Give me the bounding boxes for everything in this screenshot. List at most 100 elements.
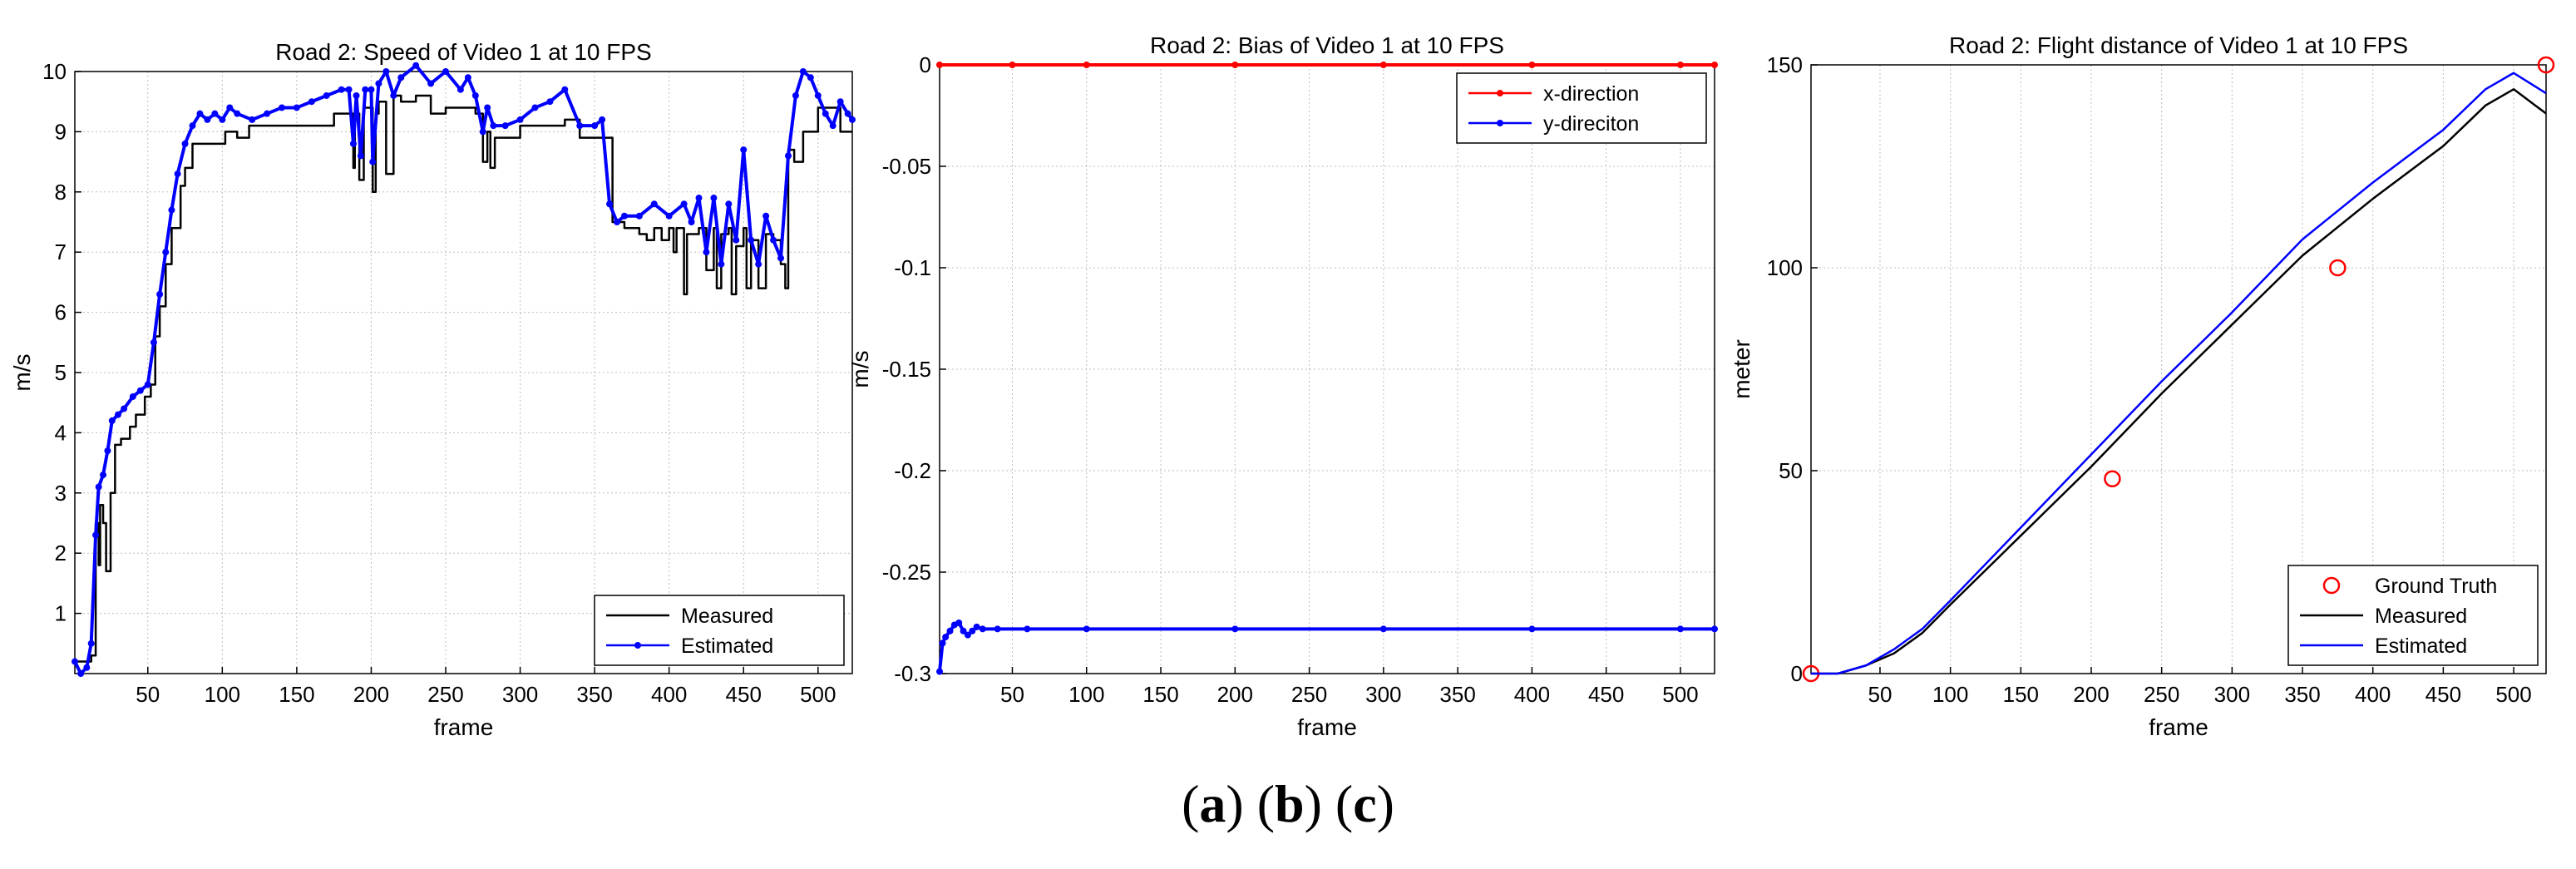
data-point-estimated — [718, 260, 725, 268]
data-point-y-direciton — [939, 639, 946, 647]
legend-marker-y-direciton — [1497, 120, 1503, 126]
data-point-x-direction — [1009, 62, 1016, 68]
legend-label-y-direciton: y-direciton — [1543, 112, 1639, 136]
data-point-y-direciton — [994, 625, 1001, 633]
data-point-estimated — [278, 104, 285, 111]
data-point-estimated — [849, 116, 856, 123]
y-tick-label: -0.3 — [894, 661, 931, 686]
data-point-estimated — [375, 80, 382, 87]
x-tick-label: 250 — [427, 682, 463, 707]
x-tick-label: 250 — [2144, 682, 2179, 707]
data-point-estimated — [204, 116, 211, 123]
legend-label-x-direction: x-direction — [1543, 82, 1639, 106]
legend-label-measured: Measured — [681, 605, 773, 628]
data-point-estimated — [829, 122, 836, 130]
data-point-estimated — [390, 91, 397, 99]
data-point-estimated — [620, 212, 628, 220]
data-point-estimated — [174, 170, 181, 178]
data-point-estimated — [755, 260, 762, 268]
x-tick-label: 300 — [2214, 682, 2250, 707]
x-tick-label: 50 — [136, 682, 160, 707]
data-point-x-direction — [1379, 62, 1387, 68]
data-point-ground-truth — [2537, 56, 2555, 74]
data-point-estimated — [546, 98, 554, 106]
figure-caption: (a) (b) (c) — [1182, 774, 1394, 833]
data-point-estimated — [369, 158, 377, 165]
y-tick-label: 0 — [1791, 661, 1803, 686]
data-point-estimated — [293, 104, 300, 111]
data-point-y-direciton — [1083, 625, 1090, 633]
x-tick-label: 300 — [502, 682, 538, 707]
data-point-estimated — [349, 140, 357, 147]
y-tick-label: -0.2 — [894, 458, 931, 483]
data-point-estimated — [748, 236, 755, 244]
data-point-estimated — [665, 212, 673, 220]
x-tick-label: 150 — [2003, 682, 2039, 707]
data-point-estimated — [357, 152, 364, 160]
data-point-y-direciton — [1711, 625, 1718, 633]
data-point-x-direction — [1083, 62, 1090, 68]
data-point-estimated — [792, 91, 799, 99]
data-point-estimated — [108, 417, 116, 424]
data-point-estimated — [725, 200, 733, 208]
data-point-estimated — [442, 68, 450, 75]
legend-marker-estimated — [634, 642, 641, 649]
y-tick-label: 4 — [55, 420, 67, 445]
caption-c: c — [1353, 774, 1377, 833]
series-line-estimated — [73, 63, 854, 675]
y-tick-label: -0.15 — [882, 357, 931, 382]
x-tick-label: 50 — [1868, 682, 1893, 707]
data-point-estimated — [368, 86, 375, 93]
y-tick-label: 1 — [55, 601, 67, 626]
data-point-estimated — [92, 531, 100, 539]
x-axis-label: frame — [2149, 714, 2208, 740]
x-tick-label: 400 — [2355, 682, 2391, 707]
data-point-estimated — [77, 670, 85, 677]
y-tick-label: 0 — [920, 52, 931, 77]
data-point-estimated — [836, 98, 844, 106]
data-point-estimated — [211, 110, 219, 117]
data-point-y-direciton — [969, 627, 976, 634]
data-point-y-direciton — [973, 623, 980, 630]
data-point-estimated — [308, 98, 315, 106]
data-point-estimated — [762, 212, 770, 220]
y-tick-label: 3 — [55, 481, 67, 506]
data-point-estimated — [121, 405, 128, 412]
data-point-estimated — [784, 152, 792, 160]
data-point-ground-truth — [2329, 259, 2347, 277]
y-tick-label: 5 — [55, 360, 67, 385]
data-point-y-direciton — [1379, 625, 1387, 633]
legend-label-estimated: Estimated — [2375, 634, 2467, 658]
data-point-estimated — [196, 110, 204, 117]
series-line-estimated — [1811, 72, 2547, 675]
data-point-estimated — [189, 122, 196, 130]
data-point-estimated — [484, 104, 491, 111]
y-tick-label: 50 — [1779, 458, 1803, 483]
data-point-y-direciton — [946, 627, 954, 634]
y-tick-label: 7 — [55, 239, 67, 264]
data-point-estimated — [733, 236, 740, 244]
chart-speed: 50 100 150 200 250 300 350 400 450 500 1 2 3 4 5 6 7 8 9 10… — [9, 39, 856, 740]
y-tick-label: 150 — [1767, 52, 1803, 77]
legend-box — [1456, 72, 1707, 144]
x-axis-label: frame — [434, 714, 494, 740]
legend-box — [594, 595, 845, 666]
data-point-estimated — [323, 91, 330, 99]
series-line-measured — [75, 94, 852, 663]
x-tick-label: 200 — [2073, 682, 2109, 707]
data-point-estimated — [83, 664, 91, 671]
data-point-estimated — [114, 411, 121, 418]
data-point-estimated — [87, 639, 95, 647]
data-point-estimated — [362, 86, 369, 93]
y-tick-label: -0.25 — [882, 560, 931, 585]
y-tick-label: -0.05 — [882, 154, 931, 179]
data-point-estimated — [740, 146, 748, 154]
x-tick-label: 500 — [1662, 682, 1698, 707]
data-point-estimated — [814, 91, 822, 99]
data-point-estimated — [234, 110, 241, 117]
x-axis-label: frame — [1297, 714, 1357, 740]
data-point-y-direciton — [1231, 625, 1239, 633]
data-point-y-direciton — [1024, 625, 1031, 633]
data-point-estimated — [264, 110, 271, 117]
data-point-y-direciton — [1528, 625, 1536, 633]
